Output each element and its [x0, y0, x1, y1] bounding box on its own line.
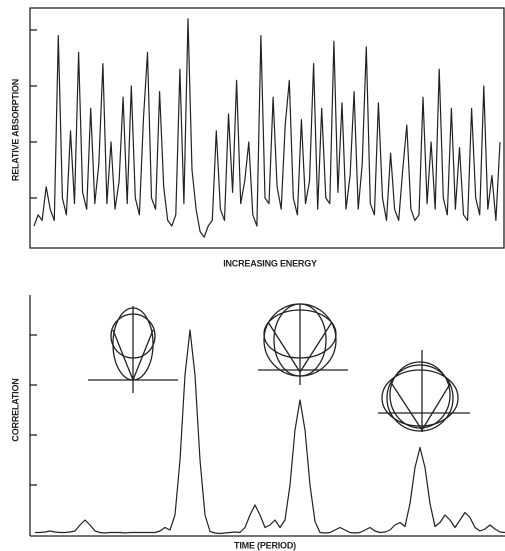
orbit-icon [88, 306, 178, 393]
data-line [33, 18, 501, 238]
data-line [35, 329, 505, 535]
x-axis-label: INCREASING ENERGY [223, 258, 317, 268]
y-axis-label: RELATIVE ABSORPTION [10, 79, 20, 181]
y-axis-label: CORRELATION [10, 378, 20, 441]
x-axis-label: TIME (PERIOD) [234, 540, 296, 550]
orbit-icon [378, 350, 470, 432]
orbit-icon [258, 303, 348, 385]
panel-frame [29, 7, 505, 249]
